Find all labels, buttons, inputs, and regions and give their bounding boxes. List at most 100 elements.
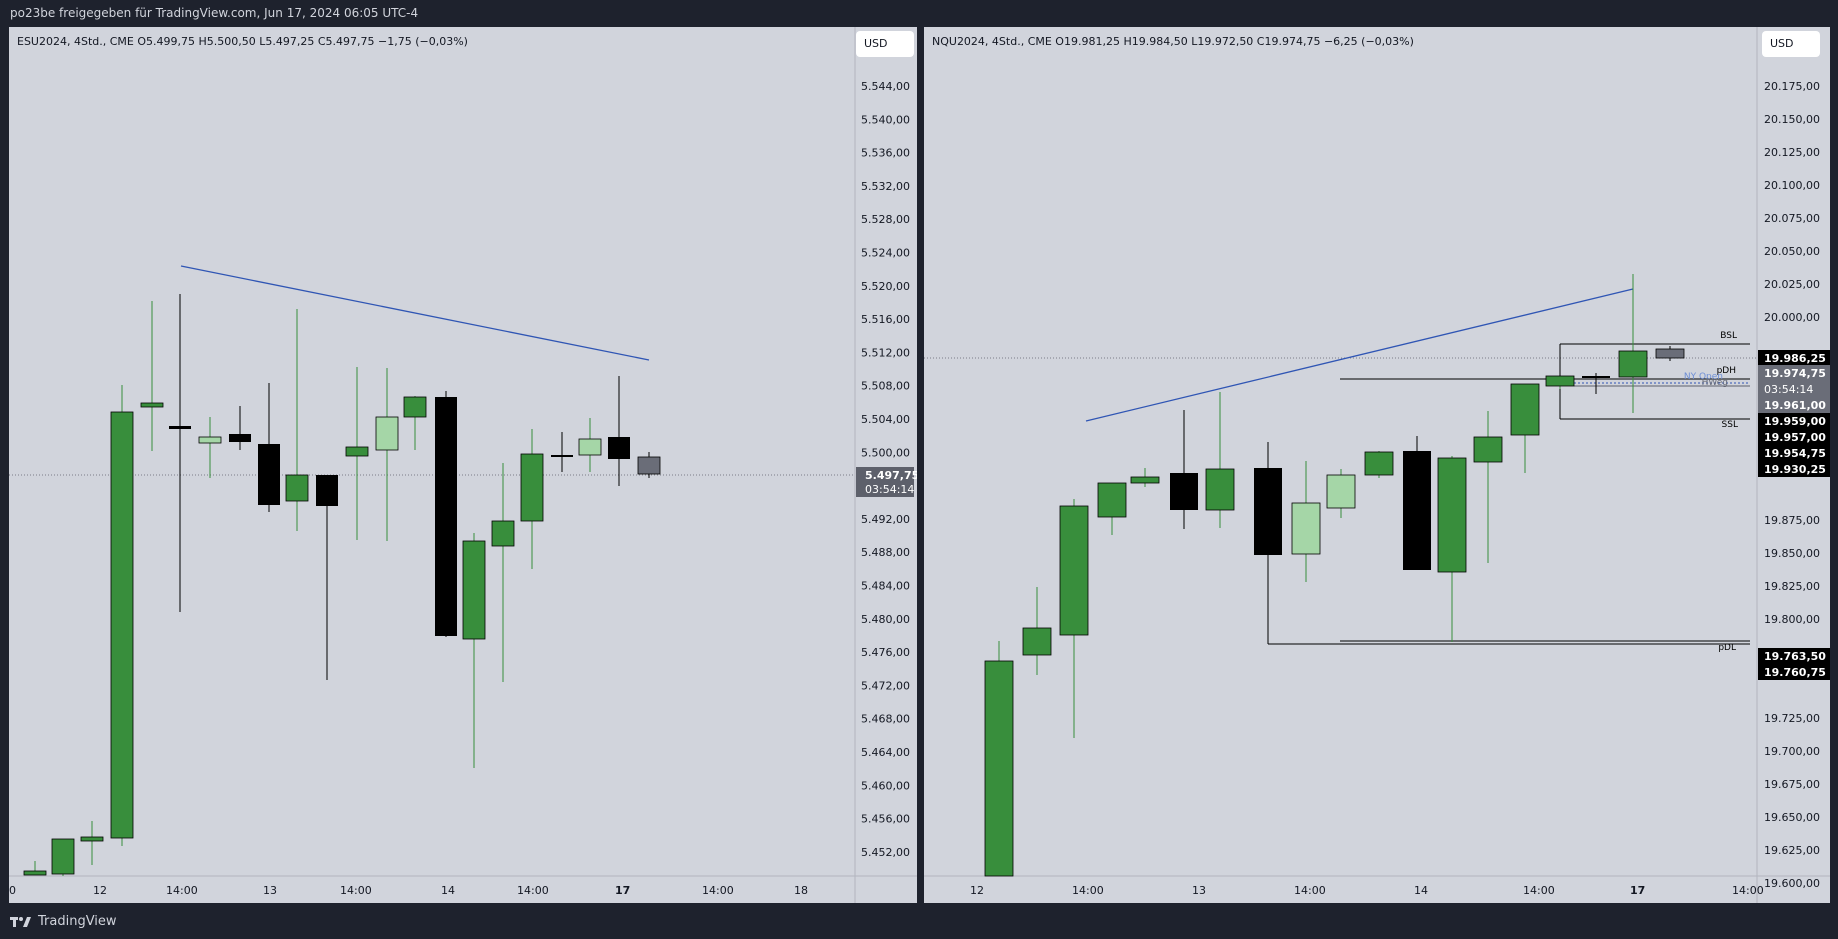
candle xyxy=(1473,411,1503,563)
candle xyxy=(23,861,47,876)
candle xyxy=(169,294,191,612)
brand-name: TradingView xyxy=(38,914,117,929)
time-tick-label: 00 xyxy=(9,884,16,897)
price-tick-label: 5.544,00 xyxy=(861,80,910,93)
price-tick-label: 20.025,00 xyxy=(1764,278,1820,291)
price-badge-value: 19.954,75 xyxy=(1764,447,1826,460)
candle-body xyxy=(551,455,573,457)
price-badge-value: 19.959,00 xyxy=(1764,415,1826,428)
candle-body xyxy=(1326,474,1356,509)
candle xyxy=(1291,461,1321,582)
chart-panel-nqu2024[interactable]: 20.175,00 20.150,00 20.125,00 20.100,00 20.0… xyxy=(924,27,1830,903)
candle-body xyxy=(1254,468,1282,555)
candle xyxy=(1170,410,1198,529)
candle-body xyxy=(608,437,630,459)
candle-body xyxy=(1437,457,1467,573)
price-badge-value: 03:54:14 xyxy=(1764,383,1813,396)
candle xyxy=(110,385,134,846)
level-label: HWeg xyxy=(1702,378,1728,388)
candle-body xyxy=(1545,375,1575,387)
price-badge xyxy=(1758,445,1830,461)
price-tick-label: 19.625,00 xyxy=(1764,844,1820,857)
candle-body xyxy=(375,416,399,451)
level-label: BSL xyxy=(1720,331,1737,341)
candle-body xyxy=(984,660,1014,877)
candle xyxy=(80,821,104,865)
price-badge xyxy=(1758,350,1830,366)
nqu2024-chart[interactable]: 20.175,00 20.150,00 20.125,00 20.100,00 20.0… xyxy=(924,27,1830,903)
candle xyxy=(608,376,630,486)
price-tick-label: 5.452,00 xyxy=(861,846,910,859)
level-label: SSL xyxy=(1722,420,1738,430)
candle-body xyxy=(285,474,309,502)
price-tick-label: 5.536,00 xyxy=(861,147,910,160)
price-badge-value: 19.763,50 xyxy=(1764,650,1826,663)
time-tick-label: 18 xyxy=(794,884,808,897)
candle xyxy=(1022,587,1052,675)
time-tick-label: 14:00 xyxy=(340,884,372,897)
candle-body xyxy=(23,870,47,876)
currency-button[interactable]: USD xyxy=(1762,31,1820,57)
esu2024-chart[interactable]: 5.544,00 5.540,00 5.536,00 5.532,00 5.528,00… xyxy=(9,27,917,903)
price-tick-label: 20.100,00 xyxy=(1764,179,1820,192)
tradingview-brand[interactable]: TradingView xyxy=(10,914,117,929)
level-label: pDL xyxy=(1718,643,1736,653)
price-tick-label: 5.528,00 xyxy=(861,213,910,226)
time-tick-label: 14:00 xyxy=(1294,884,1326,897)
price-badge-value: 19.760,75 xyxy=(1764,666,1826,679)
price-tick-label: 5.468,00 xyxy=(861,713,910,726)
candle-body xyxy=(110,411,134,839)
price-tick-label: 5.464,00 xyxy=(861,746,910,759)
price-badge xyxy=(1758,381,1830,397)
time-tick-label: 13 xyxy=(1192,884,1206,897)
candle xyxy=(1655,346,1685,361)
price-tick-label: 5.476,00 xyxy=(861,646,910,659)
price-tick-label: 20.150,00 xyxy=(1764,113,1820,126)
time-tick-label: 14:00 xyxy=(1523,884,1555,897)
price-badge xyxy=(1758,664,1830,680)
time-tick-label: 14:00 xyxy=(702,884,734,897)
candle-body xyxy=(1059,505,1089,636)
candle xyxy=(1437,456,1467,642)
time-tick-label: 14:00 xyxy=(1072,884,1104,897)
candle xyxy=(375,368,399,541)
candle xyxy=(1364,451,1394,478)
candle xyxy=(1205,392,1235,528)
candle xyxy=(258,383,280,512)
candle-body xyxy=(1655,348,1685,359)
candle-body xyxy=(1582,376,1610,378)
candle-body xyxy=(520,453,544,522)
candle xyxy=(1403,436,1431,570)
time-tick-label: 12 xyxy=(93,884,107,897)
price-tick-label: 5.472,00 xyxy=(861,679,910,692)
candle xyxy=(1582,373,1610,394)
currency-button[interactable]: USD xyxy=(856,31,914,57)
candle xyxy=(520,429,544,569)
price-tick-label: 5.488,00 xyxy=(861,546,910,559)
candle-body xyxy=(1205,468,1235,511)
price-tick-label: 5.480,00 xyxy=(861,613,910,626)
footer-bar: TradingView xyxy=(0,905,1838,939)
price-tick-label: 5.484,00 xyxy=(861,580,910,593)
candle-body xyxy=(345,446,369,457)
price-tick-label: 19.650,00 xyxy=(1764,811,1820,824)
price-tick-label: 5.524,00 xyxy=(861,247,910,260)
time-tick-label: 14:00 xyxy=(517,884,549,897)
price-tick-label: 19.725,00 xyxy=(1764,712,1820,725)
price-tick-label: 20.050,00 xyxy=(1764,245,1820,258)
price-tick-label: 5.516,00 xyxy=(861,313,910,326)
time-tick-label: 17 xyxy=(1630,884,1645,897)
price-tick-label: 19.600,00 xyxy=(1764,877,1820,890)
time-tick-label: 14:00 xyxy=(1732,884,1764,897)
price-tick-label: 5.500,00 xyxy=(861,446,910,459)
price-tick-label: 20.075,00 xyxy=(1764,212,1820,225)
level-label: NY Open xyxy=(1684,372,1723,382)
price-tick-label: 5.512,00 xyxy=(861,346,910,359)
tradingview-logo-icon xyxy=(10,916,31,927)
chart-panel-esu2024[interactable]: 5.544,00 5.540,00 5.536,00 5.532,00 5.528,00… xyxy=(9,27,917,903)
candle xyxy=(435,391,457,637)
candle xyxy=(345,367,369,540)
price-badge-value: 19.974,75 xyxy=(1764,367,1826,380)
price-tick-label: 19.700,00 xyxy=(1764,745,1820,758)
price-badge xyxy=(1758,365,1830,381)
